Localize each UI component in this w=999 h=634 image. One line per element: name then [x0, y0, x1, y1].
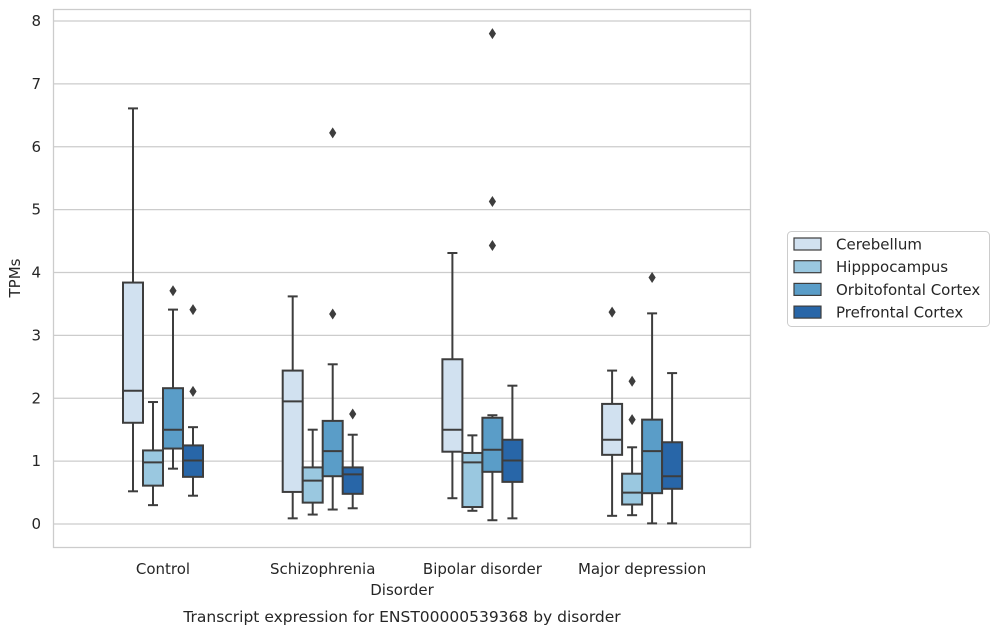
- box-body: [321, 419, 344, 478]
- outlier-marker: [349, 408, 357, 420]
- legend-label: Cerebellum: [836, 236, 922, 254]
- x-tick-label: Control: [136, 560, 190, 578]
- box-body: [481, 416, 504, 473]
- chart-caption: Transcript expression for ENST0000053936…: [182, 608, 621, 626]
- legend: Cerebellum Hipppocampus Orbitofontal Corte…: [787, 231, 990, 327]
- box: [461, 434, 484, 512]
- outlier-marker: [648, 272, 656, 284]
- boxes: [122, 28, 684, 525]
- outlier-marker: [189, 385, 197, 397]
- y-tick-label: 4: [31, 264, 41, 282]
- legend-entry: Cerebellum: [793, 236, 922, 254]
- outlier-marker: [329, 127, 337, 139]
- box: [182, 304, 204, 497]
- box: [441, 252, 464, 500]
- legend-entry: Prefrontal Cortex: [793, 304, 963, 322]
- y-tick-label: 1: [31, 452, 41, 470]
- box: [162, 285, 184, 470]
- box-body: [621, 472, 644, 506]
- legend-swatch: [793, 282, 822, 296]
- box: [481, 28, 504, 522]
- outlier-marker: [488, 28, 496, 40]
- y-axis-label: TPMs: [6, 258, 24, 298]
- box-body: [281, 369, 304, 493]
- box: [621, 375, 644, 517]
- y-tick-labels: 0 1 2 3 4 5 6 7 8: [31, 12, 41, 533]
- x-tick-label: Major depression: [578, 560, 706, 578]
- box: [301, 428, 324, 516]
- y-tick-label: 3: [31, 326, 41, 344]
- box-body: [301, 466, 324, 504]
- box-body: [661, 441, 684, 490]
- outlier-marker: [628, 414, 636, 426]
- box: [281, 295, 304, 520]
- legend-entry: Orbitofontal Cortex: [793, 281, 980, 299]
- y-tick-label: 8: [31, 12, 41, 30]
- legend-swatch: [793, 237, 822, 251]
- y-tick-label: 7: [31, 75, 41, 93]
- box: [501, 384, 524, 520]
- box: [341, 408, 364, 510]
- legend-items: Cerebellum Hipppocampus Orbitofontal Corte…: [793, 236, 980, 322]
- box: [122, 107, 144, 493]
- legend-swatch: [793, 260, 822, 274]
- y-tick-label: 6: [31, 138, 41, 156]
- x-tick-label: Bipolar disorder: [423, 560, 543, 578]
- box-body: [601, 402, 624, 456]
- outlier-marker: [608, 306, 616, 318]
- outlier-marker: [189, 304, 197, 316]
- outlier-marker: [329, 308, 337, 320]
- outlier-marker: [488, 195, 496, 207]
- box-body: [142, 449, 164, 487]
- box: [142, 401, 164, 507]
- box-body: [162, 387, 184, 450]
- plot-area-frame: [52, 8, 752, 549]
- box-body: [341, 466, 364, 495]
- outlier-marker: [628, 375, 636, 387]
- box-body: [441, 358, 464, 453]
- y-tick-label: 0: [31, 515, 41, 533]
- outlier-marker: [488, 239, 496, 251]
- legend-entry: Hipppocampus: [793, 258, 948, 276]
- legend-label: Hipppocampus: [836, 258, 948, 276]
- x-tick-labels: Control Schizophrenia Bipolar disorder Majo…: [136, 560, 706, 578]
- box: [661, 372, 684, 525]
- box: [321, 127, 344, 511]
- y-tick-label: 2: [31, 389, 41, 407]
- legend-swatch: [793, 305, 822, 319]
- box-body: [122, 281, 144, 424]
- box-body: [461, 451, 484, 509]
- x-axis-label: Disorder: [370, 581, 434, 599]
- legend-frame: [787, 231, 990, 327]
- outlier-marker: [169, 285, 177, 297]
- legend-label: Prefrontal Cortex: [836, 304, 963, 322]
- box: [601, 306, 624, 517]
- legend-label: Orbitofontal Cortex: [836, 281, 980, 299]
- box-body: [641, 418, 664, 495]
- y-tick-label: 5: [31, 201, 41, 219]
- x-tick-label: Schizophrenia: [270, 560, 375, 578]
